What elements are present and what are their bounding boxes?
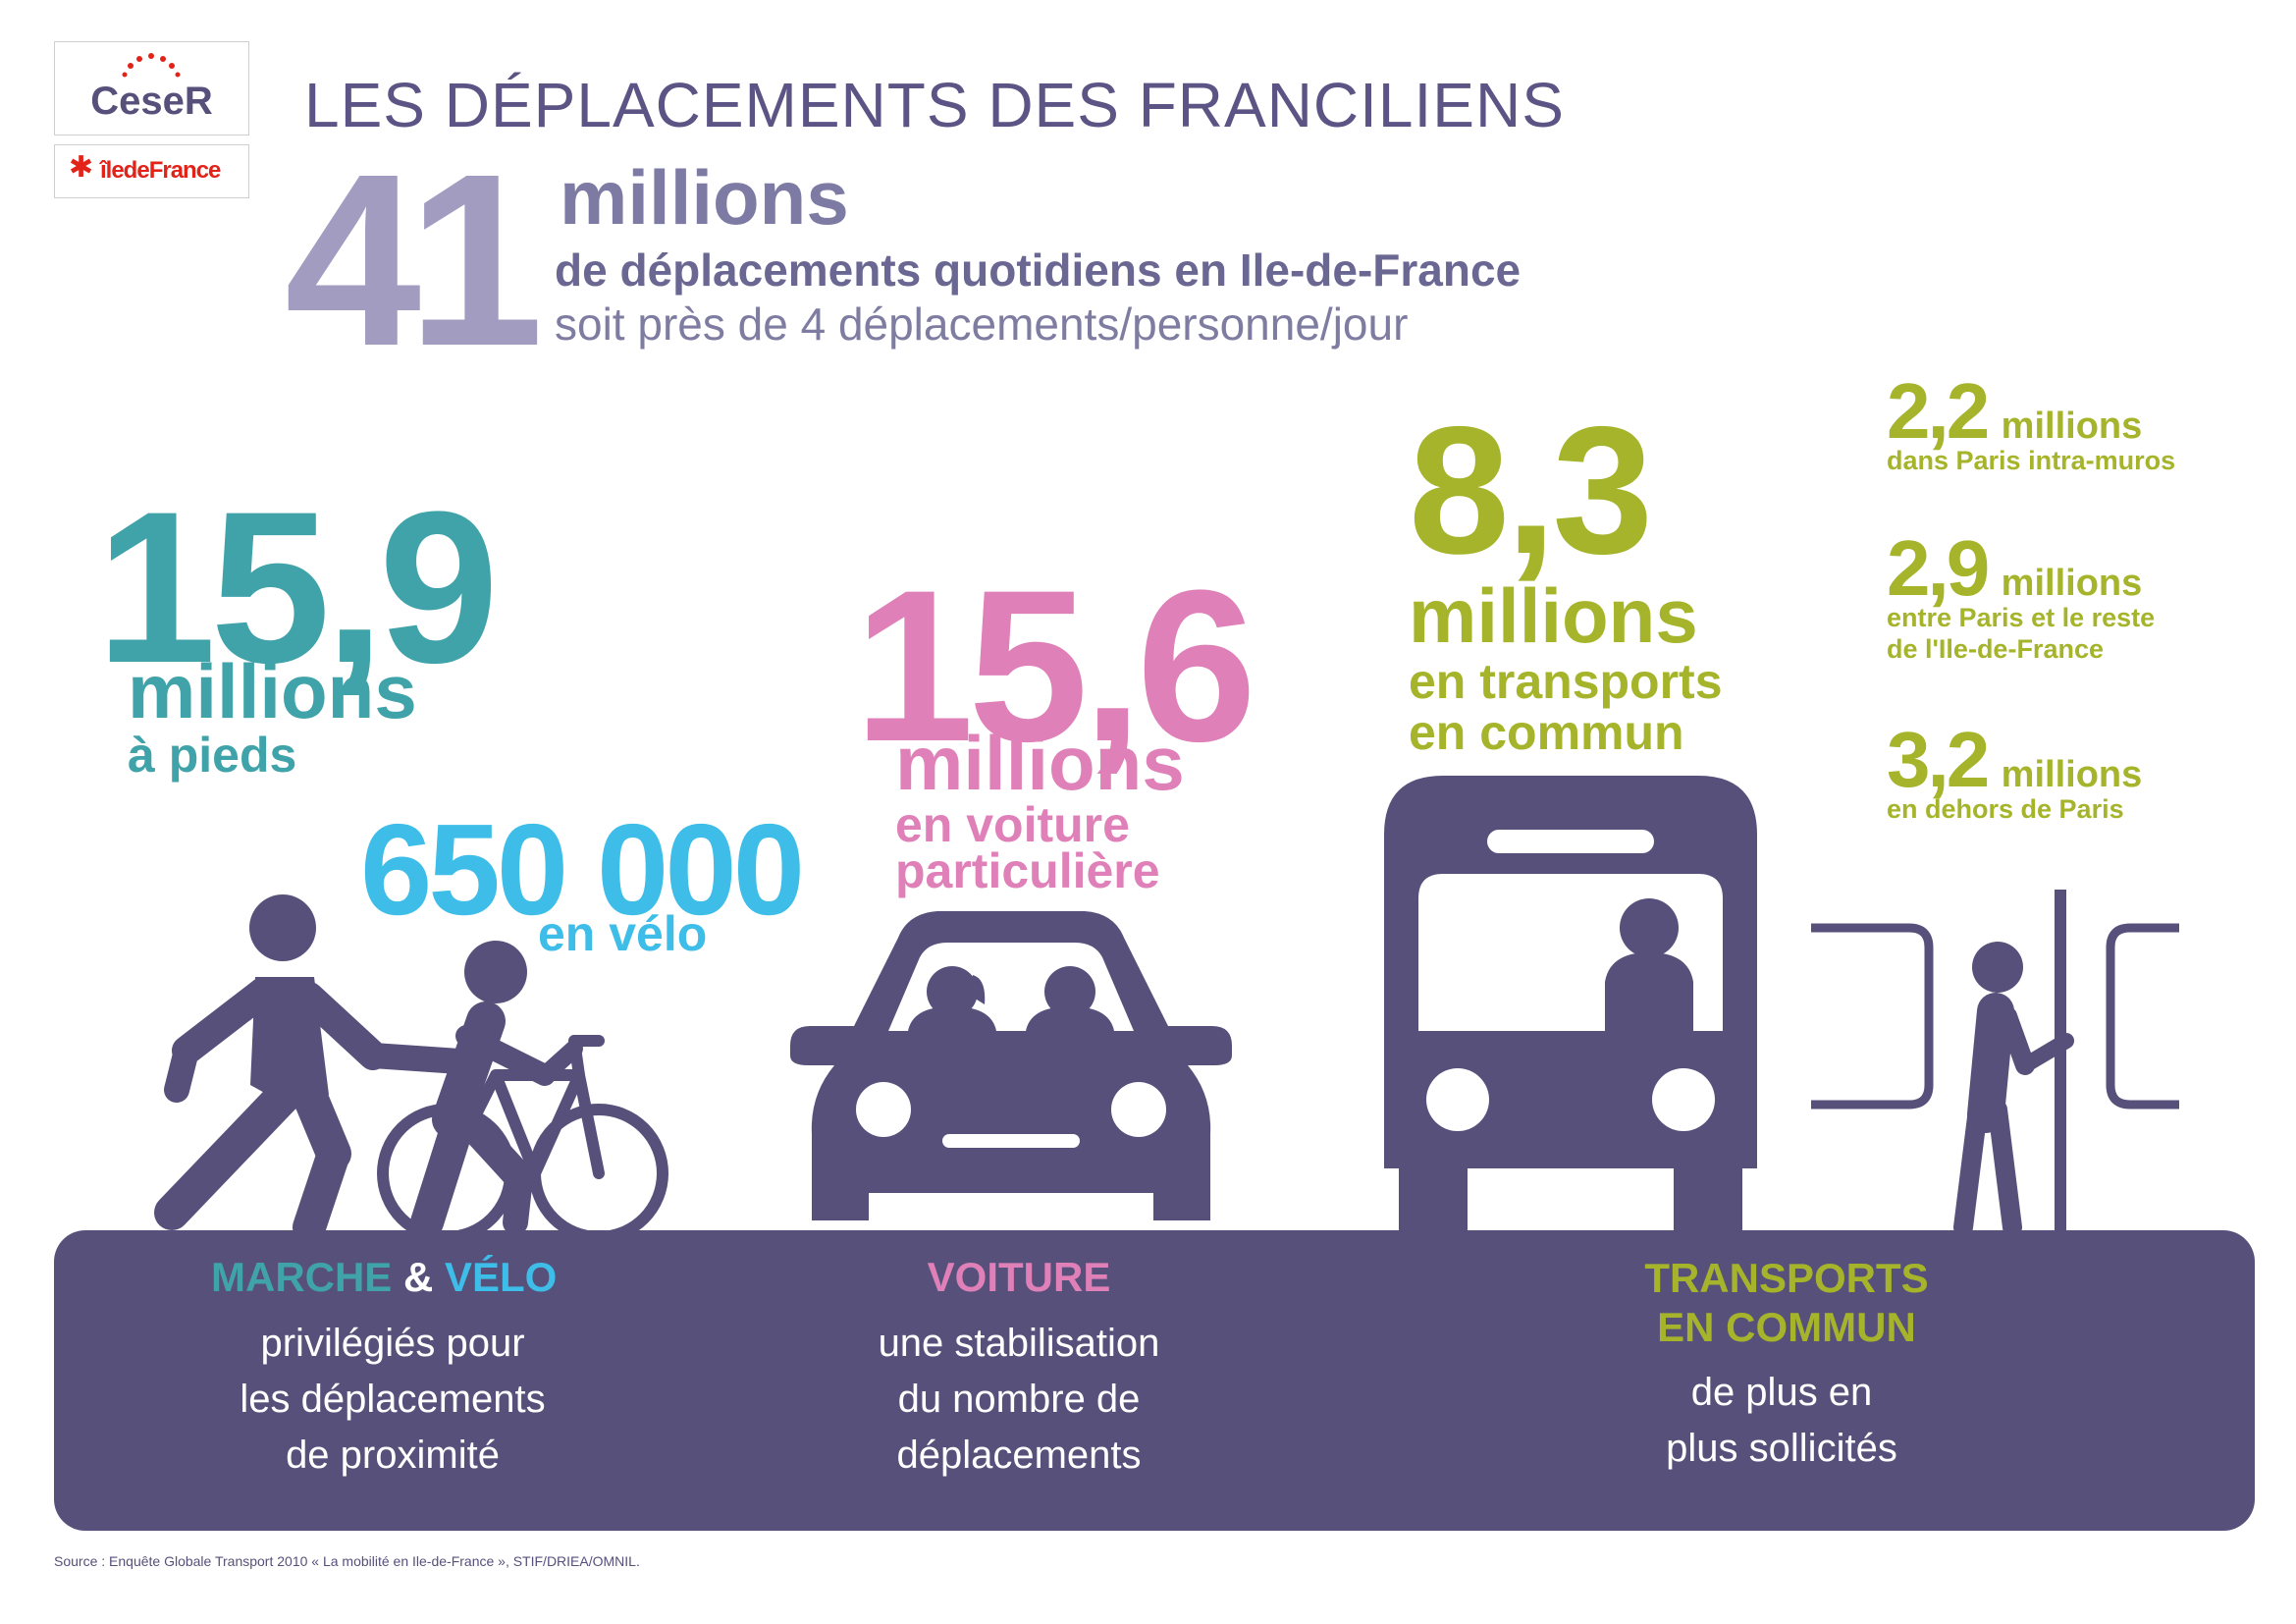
cyclist-icon xyxy=(377,941,668,1243)
car-heading: VOITURE xyxy=(927,1254,1111,1300)
breakdown-item: 3,2 millions en dehors de Paris xyxy=(1887,717,2142,825)
car-unit: millions xyxy=(895,720,1185,806)
text-line: de plus en xyxy=(1690,1371,1873,1414)
text-line: déplacements xyxy=(896,1434,1142,1477)
walk-value: 15,9 xyxy=(96,466,499,708)
transit-heading-line: TRANSPORTS xyxy=(1644,1255,1929,1301)
bike-heading: VÉLO xyxy=(445,1254,558,1300)
breakdown-unit: millions xyxy=(2001,563,2143,604)
breakdown-desc: entre Paris et le reste xyxy=(1887,603,2156,632)
breakdown-item: 2,2 millions dans Paris intra-muros xyxy=(1887,368,2175,476)
car-label-2: particulière xyxy=(895,843,1160,898)
transit-unit: millions xyxy=(1409,572,1698,659)
text-line: les déplacements xyxy=(240,1378,546,1421)
iledefrance-logo-text: îledeFrance xyxy=(100,157,221,184)
text-line: de proximité xyxy=(286,1434,500,1477)
breakdown-value: 3,2 xyxy=(1887,716,1990,803)
total-per-person: soit près de 4 déplacements/personne/jou… xyxy=(555,298,1409,350)
total-description: de déplacements quotidiens en Ile-de-Fra… xyxy=(555,244,1522,296)
bus-icon xyxy=(1384,776,1757,1232)
source-note: Source : Enquête Globale Transport 2010 … xyxy=(54,1553,640,1569)
summary-band xyxy=(54,1230,2255,1531)
transit-value: 8,3 xyxy=(1409,390,1653,592)
breakdown-unit: millions xyxy=(2001,406,2143,447)
text-line: plus sollicités xyxy=(1666,1427,1897,1470)
ceser-logo-text: CeseR xyxy=(90,80,213,123)
iledefrance-logo: ✱ îledeFrance xyxy=(54,144,249,198)
star-icon: ✱ xyxy=(69,151,94,184)
commuter-icon xyxy=(1811,890,2179,1237)
breakdown-desc: dans Paris intra-muros xyxy=(1887,446,2176,475)
walk-bike-text: privilégiés pour les déplacements de pro… xyxy=(191,1316,594,1484)
breakdown-desc: de l'Ile-de-France xyxy=(1887,633,2104,664)
transit-label-1: en transports xyxy=(1409,654,1723,709)
breakdown-value: 2,9 xyxy=(1887,524,1990,612)
walk-unit: millions xyxy=(128,648,417,734)
car-label-1: en voiture xyxy=(895,797,1130,852)
text-line: une stabilisation xyxy=(878,1322,1160,1365)
pedestrian-icon xyxy=(154,894,472,1244)
transit-text: de plus en plus sollicités xyxy=(1585,1365,1978,1477)
page-title: LES DÉPLACEMENTS DES FRANCILIENS xyxy=(304,70,1565,140)
bike-label: en vélo xyxy=(538,906,708,961)
walk-heading: MARCHE xyxy=(211,1254,393,1300)
text-line: du nombre de xyxy=(897,1378,1141,1421)
transit-heading-line: EN COMMUN xyxy=(1657,1304,1916,1350)
walk-bike-heading: MARCHE & VÉLO xyxy=(211,1254,557,1301)
ceser-logo: CeseR xyxy=(54,41,249,135)
car-icon xyxy=(790,911,1232,1220)
bike-value: 650 000 xyxy=(360,797,805,942)
breakdown-value: 2,2 xyxy=(1887,367,1990,455)
breakdown-item: 2,9 millions entre Paris et le reste de … xyxy=(1887,525,2155,664)
car-value: 15,6 xyxy=(854,545,1256,786)
text-line: privilégiés pour xyxy=(260,1322,525,1365)
walk-label: à pieds xyxy=(128,728,297,783)
breakdown-unit: millions xyxy=(2001,754,2143,795)
car-text: une stabilisation du nombre de déplaceme… xyxy=(823,1316,1215,1484)
breakdown-desc: en dehors de Paris xyxy=(1887,794,2124,824)
sun-rays-icon xyxy=(122,53,181,78)
total-unit: millions xyxy=(560,154,849,241)
ampersand: & xyxy=(392,1254,445,1300)
transit-label-2: en commun xyxy=(1409,705,1684,760)
total-value: 41 xyxy=(285,123,544,397)
transit-heading: TRANSPORTS EN COMMUN xyxy=(1590,1254,1983,1352)
